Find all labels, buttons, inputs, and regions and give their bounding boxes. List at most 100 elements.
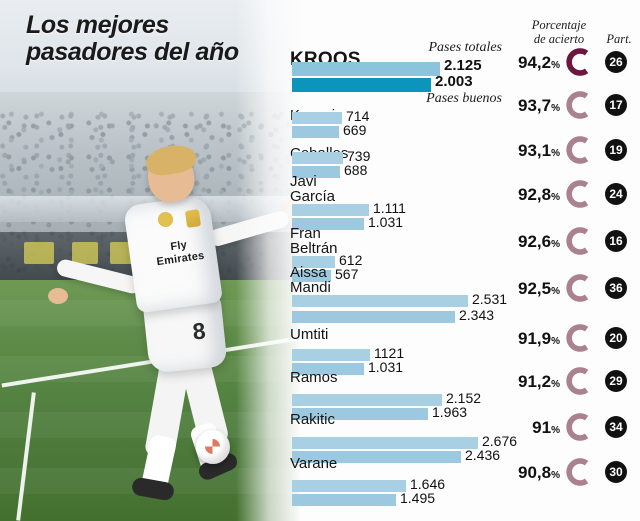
player-left-hand bbox=[48, 288, 68, 304]
value-total-passes: 612 bbox=[339, 252, 363, 268]
percent-sign: % bbox=[551, 379, 560, 390]
bar-total-passes bbox=[292, 437, 478, 449]
accuracy-ring-icon bbox=[564, 412, 594, 442]
value-good-passes: 1.031 bbox=[368, 359, 404, 375]
accuracy-percentage: 92,5% bbox=[496, 279, 560, 299]
accuracy-percentage: 91% bbox=[496, 418, 560, 438]
accuracy-value: 93,7 bbox=[518, 96, 552, 115]
value-good-passes: 1.495 bbox=[400, 490, 436, 506]
accuracy-ring-icon bbox=[564, 135, 594, 165]
accuracy-value: 91,9 bbox=[518, 329, 552, 348]
column-header-percentage: Porcentaje de acierto bbox=[531, 18, 587, 46]
photo-fade-overlay bbox=[236, 0, 300, 521]
bar-total-passes bbox=[292, 295, 468, 307]
accuracy-percentage: 92,8% bbox=[496, 185, 560, 205]
value-good-passes: 2.436 bbox=[465, 447, 501, 463]
photo-steward bbox=[72, 242, 98, 264]
participation-badge: 36 bbox=[605, 277, 627, 299]
value-total-passes: 2.152 bbox=[446, 390, 482, 406]
participation-badge: 34 bbox=[605, 416, 627, 438]
shirt-number: 8 bbox=[191, 317, 207, 345]
value-good-passes: 2.003 bbox=[435, 73, 473, 90]
accuracy-value: 94,2 bbox=[518, 53, 552, 72]
percent-sign: % bbox=[551, 60, 560, 71]
bar-total-passes bbox=[292, 256, 335, 268]
bar-good-passes bbox=[292, 218, 364, 230]
accuracy-ring-icon bbox=[564, 47, 594, 77]
player-name: Ramos bbox=[290, 369, 338, 386]
kit-brand-icon bbox=[184, 209, 202, 228]
player-name: Rakitic bbox=[290, 411, 336, 428]
value-total-passes: 2.125 bbox=[444, 57, 482, 74]
photo-steward bbox=[24, 242, 54, 264]
bar-good-passes bbox=[292, 408, 428, 420]
accuracy-ring-icon bbox=[564, 273, 594, 303]
bar-good-passes bbox=[292, 270, 331, 282]
participation-badge: 24 bbox=[605, 183, 627, 205]
participation-badge: 17 bbox=[605, 94, 627, 116]
accuracy-value: 91,2 bbox=[518, 372, 552, 391]
bar-total-passes bbox=[292, 112, 342, 124]
accuracy-percentage: 93,7% bbox=[496, 96, 560, 116]
value-total-passes: 2.531 bbox=[472, 291, 508, 307]
player-name: Umtiti bbox=[290, 326, 329, 343]
value-total-passes: 1.646 bbox=[410, 476, 446, 492]
value-good-passes: 2.343 bbox=[459, 307, 495, 323]
bar-good-passes bbox=[292, 126, 339, 138]
accuracy-percentage: 94,2% bbox=[496, 53, 560, 73]
bar-total-passes bbox=[292, 152, 343, 164]
bar-total-passes bbox=[292, 62, 440, 76]
participation-badge: 26 bbox=[605, 51, 627, 73]
accuracy-percentage: 93,1% bbox=[496, 141, 560, 161]
percent-sign: % bbox=[551, 336, 560, 347]
participation-badge: 29 bbox=[605, 370, 627, 392]
percent-sign: % bbox=[551, 425, 560, 436]
bar-good-passes bbox=[292, 363, 364, 375]
value-good-passes: 567 bbox=[335, 266, 359, 282]
column-header-participation: Part. bbox=[606, 32, 632, 46]
value-good-passes: 688 bbox=[344, 162, 368, 178]
accuracy-value: 93,1 bbox=[518, 141, 552, 160]
bar-good-passes bbox=[292, 494, 396, 506]
player-photo: Fly Emirates 8 bbox=[0, 0, 300, 521]
bar-total-passes bbox=[292, 204, 369, 216]
accuracy-percentage: 92,6% bbox=[496, 232, 560, 252]
bar-total-passes bbox=[292, 394, 442, 406]
bar-good-passes bbox=[292, 166, 340, 178]
percent-sign: % bbox=[551, 239, 560, 250]
page-title: Los mejores pasadores del año bbox=[26, 11, 239, 66]
value-total-passes: 2.676 bbox=[482, 433, 518, 449]
percent-sign: % bbox=[551, 103, 560, 114]
accuracy-ring-icon bbox=[564, 90, 594, 120]
accuracy-value: 90,8 bbox=[518, 463, 552, 482]
player-name: Fran Beltrán bbox=[290, 225, 338, 257]
value-total-passes: 1121 bbox=[374, 345, 405, 361]
accuracy-value: 91 bbox=[532, 418, 552, 437]
player-name: Javi García bbox=[290, 173, 336, 205]
bar-good-passes bbox=[292, 311, 455, 323]
accuracy-ring-icon bbox=[564, 226, 594, 256]
player-name: Aissa Mandi bbox=[290, 264, 331, 296]
participation-badge: 30 bbox=[605, 461, 627, 483]
bar-total-passes bbox=[292, 349, 370, 361]
value-total-passes: 714 bbox=[346, 108, 370, 124]
participation-badge: 19 bbox=[605, 139, 627, 161]
percent-sign: % bbox=[551, 148, 560, 159]
sponsor-line-1: Fly bbox=[169, 238, 188, 254]
sponsor-line-2: Emirates bbox=[155, 249, 206, 269]
player-name: Varane bbox=[290, 455, 338, 472]
accuracy-value: 92,8 bbox=[518, 185, 552, 204]
value-good-passes: 1.963 bbox=[432, 404, 468, 420]
accuracy-percentage: 90,8% bbox=[496, 463, 560, 483]
accuracy-ring-icon bbox=[564, 179, 594, 209]
value-good-passes: 1.031 bbox=[368, 214, 404, 230]
accuracy-value: 92,6 bbox=[518, 232, 552, 251]
value-total-passes: 739 bbox=[347, 148, 371, 164]
football-icon bbox=[196, 430, 230, 464]
percent-sign: % bbox=[551, 286, 560, 297]
accuracy-ring-icon bbox=[564, 366, 594, 396]
legend-good-passes: Pases buenos bbox=[426, 91, 502, 106]
percent-sign: % bbox=[551, 192, 560, 203]
legend-total-passes: Pases totales bbox=[428, 40, 503, 55]
